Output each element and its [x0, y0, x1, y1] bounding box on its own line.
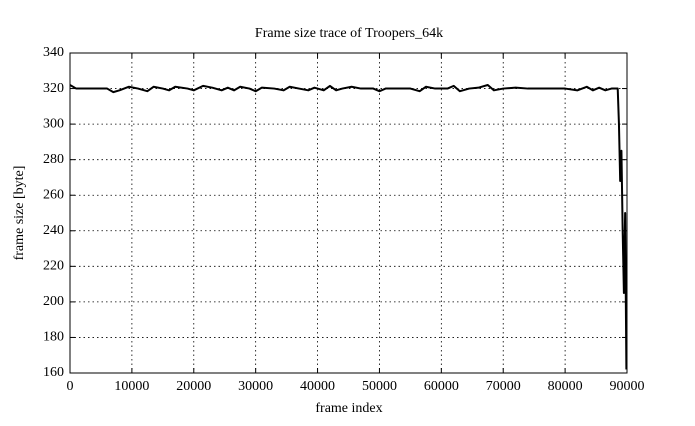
x-tick-label: 10000 [114, 379, 149, 394]
y-tick-label: 200 [43, 294, 64, 309]
y-tick-label: 180 [43, 330, 64, 345]
x-tick-label: 50000 [362, 379, 397, 394]
x-tick-label: 20000 [176, 379, 211, 394]
y-tick-label: 240 [43, 223, 64, 238]
y-tick-label: 220 [43, 259, 64, 274]
y-tick-label: 300 [43, 116, 64, 131]
x-tick-label: 40000 [300, 379, 335, 394]
y-tick-label: 160 [43, 365, 64, 380]
y-tick-label: 340 [43, 45, 64, 60]
y-tick-label: 320 [43, 81, 64, 96]
x-tick-label: 60000 [424, 379, 459, 394]
chart-title: Frame size trace of Troopers_64k [255, 26, 443, 41]
plot-frame [69, 52, 628, 374]
x-axis-label: frame index [315, 401, 382, 416]
x-tick-label: 70000 [486, 379, 521, 394]
x-tick-label: 80000 [548, 379, 583, 394]
y-tick-label: 280 [43, 152, 64, 167]
y-axis-label: frame size [byte] [12, 166, 27, 261]
x-tick-label: 0 [67, 379, 74, 394]
y-tick-label: 260 [43, 187, 64, 202]
x-tick-label: 90000 [610, 379, 645, 394]
data-line [69, 84, 628, 370]
x-tick-label: 30000 [238, 379, 273, 394]
